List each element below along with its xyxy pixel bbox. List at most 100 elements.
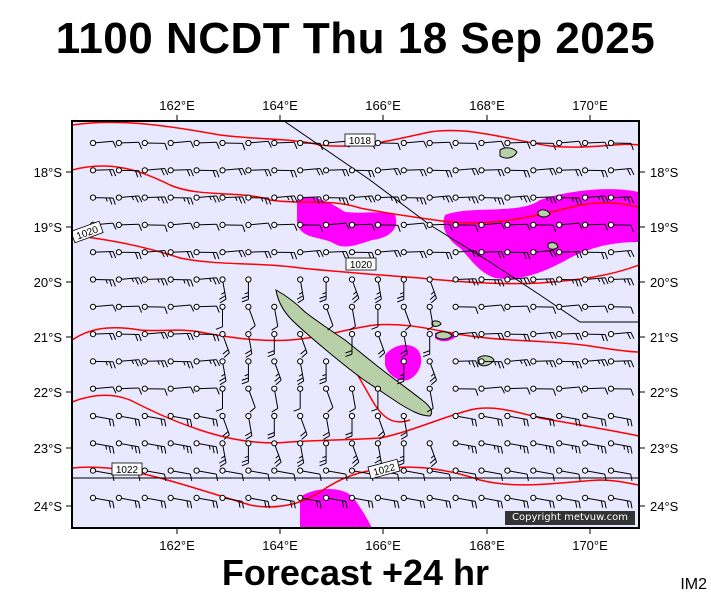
wind-barb [193,249,220,260]
wind-barb [167,221,195,230]
wind-barb [478,412,503,427]
wind-barb [607,276,635,286]
lat-label-19-left: 19°S [34,220,63,235]
wind-barb [607,440,633,454]
wind-barb [607,385,634,396]
wind-barb [271,167,298,178]
lat-labels-left: 18°S 19°S 20°S 21°S 22°S 23°S 24°S [34,165,63,514]
wind-barb [323,385,334,413]
land-areas [275,147,559,417]
wind-barb [504,167,531,178]
wind-barb [271,440,282,468]
wind-barb [345,412,356,439]
wind-barb [478,358,505,369]
wind-barb [297,331,308,358]
wind-barb [530,221,557,233]
wind-barb [452,412,478,427]
wind-barb [167,303,195,312]
wind-barb [296,440,305,468]
wind-barb [167,331,194,341]
wind-barb [504,494,529,509]
wind-barb [244,331,253,358]
isobar-4 [72,323,639,353]
wind-barb [323,467,348,482]
wind-barb [271,221,298,231]
wind-barb [504,358,531,367]
wind-barb [478,494,503,509]
wind-barb [219,221,246,233]
wind-barb [504,385,531,395]
wind-barb [452,331,480,340]
wind-barb [530,494,555,509]
wind-barb [293,385,304,412]
wind-barb [193,494,219,509]
wind-barb [89,194,116,205]
lon-label-164-top: 164°E [262,98,298,113]
lon-label-166-bottom: 166°E [365,538,401,553]
wind-barb [607,358,635,368]
wind-barb [296,276,305,304]
wind-barb [167,139,195,148]
wind-barb [141,139,168,151]
wind-barb [478,139,505,148]
lon-label-170-top: 170°E [572,98,608,113]
wind-barb [582,139,609,149]
wind-barb [374,276,382,304]
wind-barb [556,221,583,230]
wind-barb [374,249,402,258]
wind-barb [582,385,609,395]
isobar-label-1: 1018 [344,133,376,147]
lat-label-20-right: 20°S [650,275,679,290]
wind-barb [607,139,634,151]
wind-barb [89,467,115,482]
wind-barb [504,276,531,285]
lon-label-170-bottom: 170°E [572,538,608,553]
wind-barb [374,494,400,509]
wind-barb [556,440,581,454]
wind-barb [607,167,635,176]
wind-barb [371,385,381,412]
wind-barb [89,440,115,454]
wind-barb [193,276,221,285]
wind-barb [478,249,505,259]
wind-barb [89,358,116,369]
wind-barb [400,139,428,148]
wind-barb [397,358,407,385]
wind-barb [241,358,252,385]
wind-barb [319,358,330,385]
wind-barb [319,276,330,303]
wind-barb [504,194,531,203]
wind-barb [245,139,272,148]
wind-barb [556,167,583,177]
wind-barb [374,167,402,176]
lon-labels-top: 162°E 164°E 166°E 168°E 170°E [159,98,608,113]
wind-barb [323,303,334,331]
wind-barb [374,331,386,358]
wind-barb [89,494,115,509]
wind-barbs [89,139,635,509]
wind-barb [556,494,581,509]
wind-barb [400,167,427,177]
lat-label-18-right: 18°S [650,165,679,180]
wind-barb [607,331,635,340]
wind-barb [478,385,505,394]
wind-barb [167,276,194,287]
wind-barb [219,412,230,440]
wind-barb [241,276,252,303]
wind-barb [374,221,401,233]
wind-barb [245,385,256,413]
island-loyalty-1 [435,331,453,340]
map-frame [71,120,640,529]
lon-label-162-bottom: 162°E [159,538,195,553]
wind-barb [141,358,168,368]
wind-barb [426,221,453,231]
wind-barb [167,467,193,482]
wind-barb [348,221,376,231]
lat-label-22-left: 22°S [34,385,63,400]
wind-barb [297,221,324,233]
wind-barb [167,167,194,177]
wind-barb [141,194,168,204]
wind-barb [141,249,169,258]
wind-barb [452,249,480,258]
wind-barb [297,494,322,509]
